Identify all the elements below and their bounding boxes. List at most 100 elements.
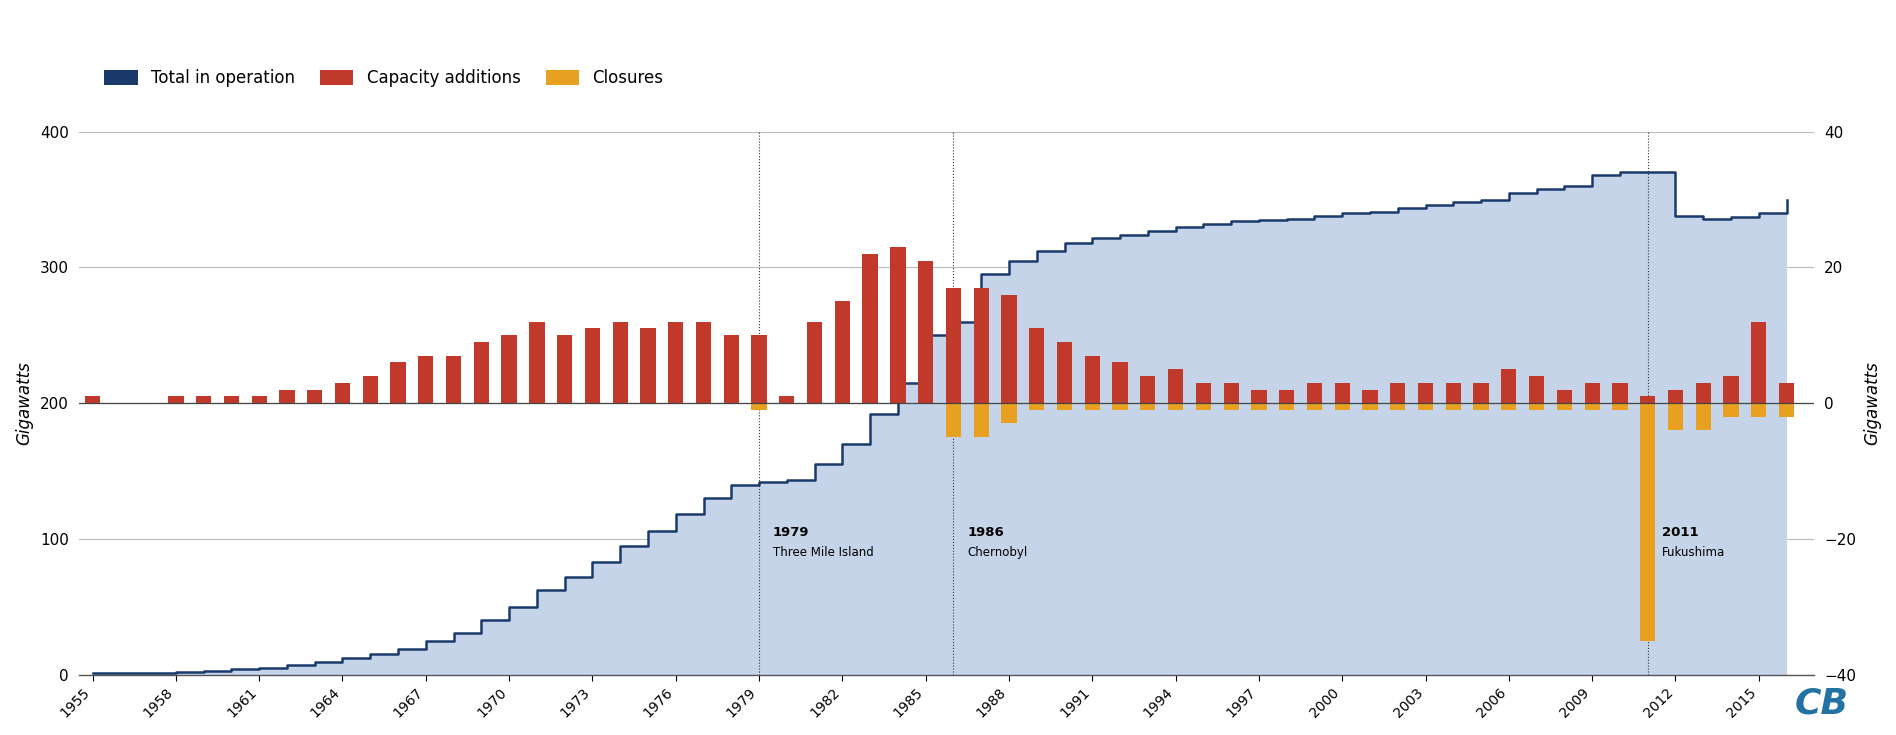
Bar bbox=[834, 301, 849, 403]
Bar bbox=[1223, 383, 1238, 403]
Bar bbox=[1557, 403, 1572, 410]
Bar bbox=[946, 288, 961, 403]
Bar bbox=[336, 383, 351, 403]
Bar bbox=[252, 396, 267, 403]
Bar bbox=[1030, 403, 1045, 410]
Bar bbox=[1306, 403, 1322, 410]
Bar bbox=[584, 329, 599, 403]
Bar bbox=[1502, 369, 1517, 403]
Bar bbox=[1473, 403, 1488, 410]
Text: Fukushima: Fukushima bbox=[1661, 546, 1725, 559]
Bar bbox=[446, 356, 461, 403]
Y-axis label: Gigawatts: Gigawatts bbox=[1864, 362, 1881, 445]
Bar bbox=[808, 322, 823, 403]
Bar bbox=[1196, 403, 1212, 410]
Bar bbox=[918, 261, 933, 403]
Bar bbox=[1640, 403, 1655, 641]
Bar bbox=[1139, 403, 1155, 410]
Bar bbox=[1723, 403, 1739, 417]
Bar bbox=[891, 247, 906, 403]
Bar bbox=[1668, 390, 1684, 403]
Bar bbox=[1223, 403, 1238, 410]
Bar bbox=[1557, 390, 1572, 403]
Bar bbox=[1056, 403, 1071, 410]
Bar bbox=[1752, 403, 1767, 417]
Bar bbox=[1363, 403, 1378, 410]
Bar bbox=[696, 322, 711, 403]
Bar bbox=[1085, 403, 1100, 410]
Bar bbox=[1056, 342, 1071, 403]
Bar bbox=[85, 396, 100, 403]
Bar bbox=[1585, 383, 1600, 403]
Bar bbox=[362, 376, 377, 403]
Bar bbox=[195, 396, 210, 403]
Bar bbox=[1113, 362, 1128, 403]
Bar bbox=[1168, 403, 1183, 410]
Bar bbox=[724, 335, 739, 403]
Bar bbox=[224, 396, 239, 403]
Bar bbox=[1280, 390, 1295, 403]
Legend: Total in operation, Capacity additions, Closures: Total in operation, Capacity additions, … bbox=[104, 69, 664, 87]
Bar bbox=[1778, 403, 1794, 417]
Bar bbox=[779, 396, 794, 403]
Bar bbox=[612, 322, 628, 403]
Bar bbox=[1335, 383, 1350, 403]
Bar bbox=[529, 322, 544, 403]
Bar bbox=[1585, 403, 1600, 410]
Bar bbox=[279, 390, 294, 403]
Bar bbox=[1030, 329, 1045, 403]
Bar bbox=[1390, 403, 1405, 410]
Bar bbox=[946, 403, 961, 437]
Bar bbox=[474, 342, 489, 403]
Bar bbox=[169, 396, 184, 403]
Bar bbox=[1335, 403, 1350, 410]
Bar bbox=[1528, 376, 1543, 403]
Bar bbox=[307, 390, 322, 403]
Bar bbox=[1612, 383, 1627, 403]
Bar bbox=[1306, 383, 1322, 403]
Bar bbox=[1668, 403, 1684, 430]
Bar bbox=[1251, 390, 1267, 403]
Bar bbox=[1445, 403, 1462, 410]
Bar bbox=[1251, 403, 1267, 410]
Bar bbox=[1196, 383, 1212, 403]
Bar bbox=[1502, 403, 1517, 410]
Bar bbox=[751, 403, 766, 410]
Y-axis label: Gigawatts: Gigawatts bbox=[15, 362, 32, 445]
Bar bbox=[1418, 403, 1433, 410]
Bar bbox=[1695, 403, 1710, 430]
Bar bbox=[1473, 383, 1488, 403]
Bar bbox=[1085, 356, 1100, 403]
Bar bbox=[419, 356, 434, 403]
Bar bbox=[501, 335, 518, 403]
Text: 1979: 1979 bbox=[774, 526, 810, 539]
Bar bbox=[1168, 369, 1183, 403]
Bar bbox=[863, 254, 878, 403]
Bar bbox=[1723, 376, 1739, 403]
Bar bbox=[1390, 383, 1405, 403]
Bar bbox=[391, 362, 406, 403]
Bar bbox=[1640, 396, 1655, 403]
Bar bbox=[1363, 390, 1378, 403]
Bar bbox=[1280, 403, 1295, 410]
Bar bbox=[1113, 403, 1128, 410]
Text: CB: CB bbox=[1796, 686, 1849, 720]
Bar bbox=[973, 403, 990, 437]
Bar bbox=[751, 335, 766, 403]
Bar bbox=[1001, 295, 1016, 403]
Bar bbox=[1778, 383, 1794, 403]
Bar bbox=[1752, 322, 1767, 403]
Bar bbox=[1001, 403, 1016, 423]
Bar bbox=[1528, 403, 1543, 410]
Bar bbox=[1445, 383, 1462, 403]
Text: Three Mile Island: Three Mile Island bbox=[774, 546, 874, 559]
Bar bbox=[1695, 383, 1710, 403]
Bar bbox=[557, 335, 573, 403]
Bar bbox=[1418, 383, 1433, 403]
Text: 1986: 1986 bbox=[967, 526, 1005, 539]
Bar bbox=[1612, 403, 1627, 410]
Bar bbox=[641, 329, 656, 403]
Bar bbox=[667, 322, 683, 403]
Bar bbox=[1139, 376, 1155, 403]
Text: 2011: 2011 bbox=[1661, 526, 1699, 539]
